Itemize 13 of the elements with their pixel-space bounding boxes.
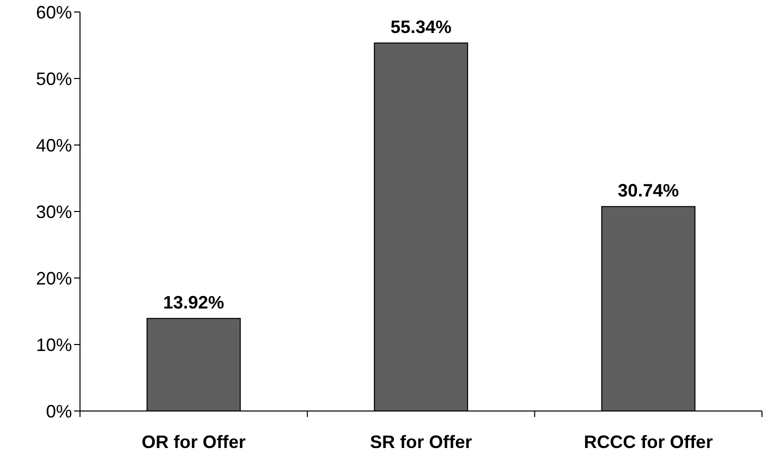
y-tick-label: 30% xyxy=(36,202,72,222)
data-label: 55.34% xyxy=(390,16,452,37)
y-tick-label: 10% xyxy=(36,334,72,355)
data-label: 30.74% xyxy=(618,180,679,201)
y-tick-label: 50% xyxy=(36,68,72,89)
x-tick-label: OR for Offer xyxy=(142,432,246,452)
y-tick-label: 20% xyxy=(36,268,72,288)
y-tick-label: 40% xyxy=(36,135,72,156)
x-tick-label: SR for Offer xyxy=(370,432,472,452)
data-label: 13.92% xyxy=(163,292,224,312)
y-tick-label: 60% xyxy=(36,2,72,22)
x-tick-label: RCCC for Offer xyxy=(584,432,713,452)
y-tick-label: 0% xyxy=(46,401,72,422)
